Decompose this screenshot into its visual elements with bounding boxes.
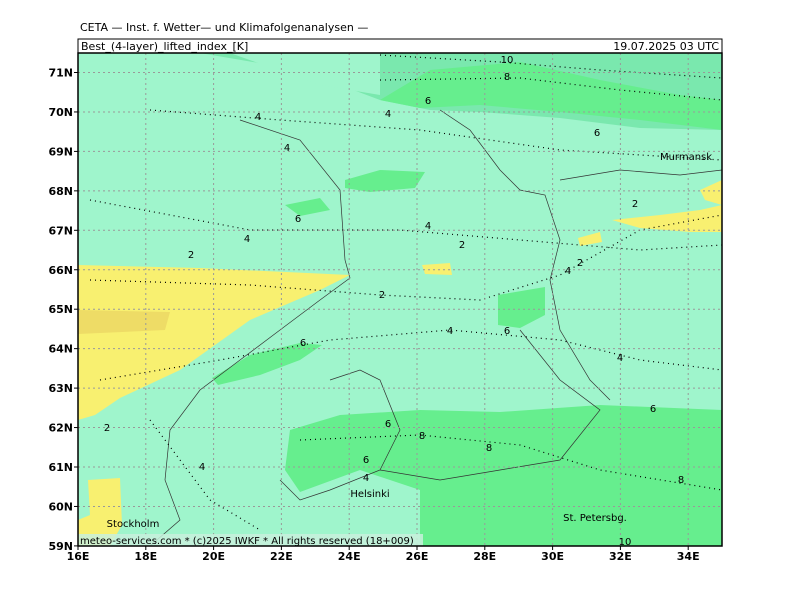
field-yellow xyxy=(612,205,722,232)
lon-label: 16E xyxy=(67,550,90,563)
contour-label: 6 xyxy=(300,338,306,349)
timestamp: 19.07.2025 03 UTC xyxy=(613,40,719,53)
field-yellow xyxy=(578,232,602,246)
city-label: Murmansk xyxy=(660,152,712,163)
contour-label: 4 xyxy=(385,109,391,120)
contour-label: 6 xyxy=(504,326,510,337)
city-label: St. Petersbg. xyxy=(563,513,627,524)
contour-label: 4 xyxy=(244,234,250,245)
lat-label: 64N xyxy=(48,343,73,356)
contour-label: 4 xyxy=(199,462,205,473)
axes: 71N70N69N68N67N66N65N64N63N62N61N60N59N1… xyxy=(48,67,699,564)
contour-label: 8 xyxy=(504,72,510,83)
contour-label: 8 xyxy=(486,443,492,454)
contour-label: 4 xyxy=(425,221,431,232)
lat-label: 71N xyxy=(48,67,73,80)
lat-label: 65N xyxy=(48,303,73,316)
contour-label: 10 xyxy=(619,537,632,548)
contour-label: 4 xyxy=(617,353,623,364)
map-frame xyxy=(77,52,723,547)
contours xyxy=(89,54,722,531)
lon-label: 26E xyxy=(406,550,429,563)
graticule xyxy=(78,53,722,546)
field-north-pale xyxy=(78,53,380,95)
contour-label: 4 xyxy=(284,143,290,154)
lat-label: 60N xyxy=(48,500,73,513)
contour-label: 6 xyxy=(425,96,431,107)
city-label: Stockholm xyxy=(107,519,160,530)
lat-label: 70N xyxy=(48,106,73,119)
contour-label: 10 xyxy=(501,55,514,66)
city-label: Helsinki xyxy=(350,489,389,500)
lat-label: 69N xyxy=(48,145,73,158)
contour-label: 6 xyxy=(363,455,369,466)
contour-label: 4 xyxy=(565,266,571,277)
contour-label: 4 xyxy=(447,326,453,337)
contour-label: 8 xyxy=(678,475,684,486)
footer: meteo-services.com * (c)2025 IWKF * All … xyxy=(80,536,414,547)
field-yellow xyxy=(700,180,722,205)
lon-label: 28E xyxy=(473,550,496,563)
contour-label: 6 xyxy=(385,419,391,430)
lat-label: 61N xyxy=(48,461,73,474)
contour-label: 6 xyxy=(295,214,301,225)
lon-label: 18E xyxy=(134,550,157,563)
lon-label: 24E xyxy=(338,550,361,563)
contour-label: 2 xyxy=(188,250,194,261)
lat-label: 66N xyxy=(48,264,73,277)
field-yellow xyxy=(78,478,122,546)
lon-label: 32E xyxy=(609,550,632,563)
lat-label: 59N xyxy=(48,540,73,553)
contour-label: 6 xyxy=(594,128,600,139)
contour-label: 2 xyxy=(379,290,385,301)
contour-label: 2 xyxy=(104,423,110,434)
lon-label: 34E xyxy=(677,550,700,563)
field-green xyxy=(285,198,330,216)
lat-label: 67N xyxy=(48,224,73,237)
field-green xyxy=(285,405,722,546)
contour-label: 6 xyxy=(650,404,656,415)
lat-label: 62N xyxy=(48,422,73,435)
lat-label: 63N xyxy=(48,382,73,395)
footer-bg xyxy=(78,534,423,546)
contour-label: 2 xyxy=(459,240,465,251)
title: Best_(4-layer)_lifted_index_[K] xyxy=(81,40,248,53)
lat-label: 68N xyxy=(48,185,73,198)
contour-label: 2 xyxy=(632,199,638,210)
contour-label: 8 xyxy=(419,431,425,442)
lon-label: 20E xyxy=(202,550,225,563)
contour-label: 2 xyxy=(577,258,583,269)
field-yellow-dark xyxy=(78,310,170,334)
lon-label: 22E xyxy=(270,550,293,563)
header: CETA — Inst. f. Wetter— und Klimafolgena… xyxy=(80,21,368,34)
field-green xyxy=(498,287,545,328)
field-green xyxy=(345,170,425,192)
field-yellow xyxy=(422,263,452,275)
contour-label: 4 xyxy=(363,473,369,484)
contour-label: 4 xyxy=(255,112,261,123)
lon-label: 30E xyxy=(541,550,564,563)
field-green xyxy=(212,343,322,385)
